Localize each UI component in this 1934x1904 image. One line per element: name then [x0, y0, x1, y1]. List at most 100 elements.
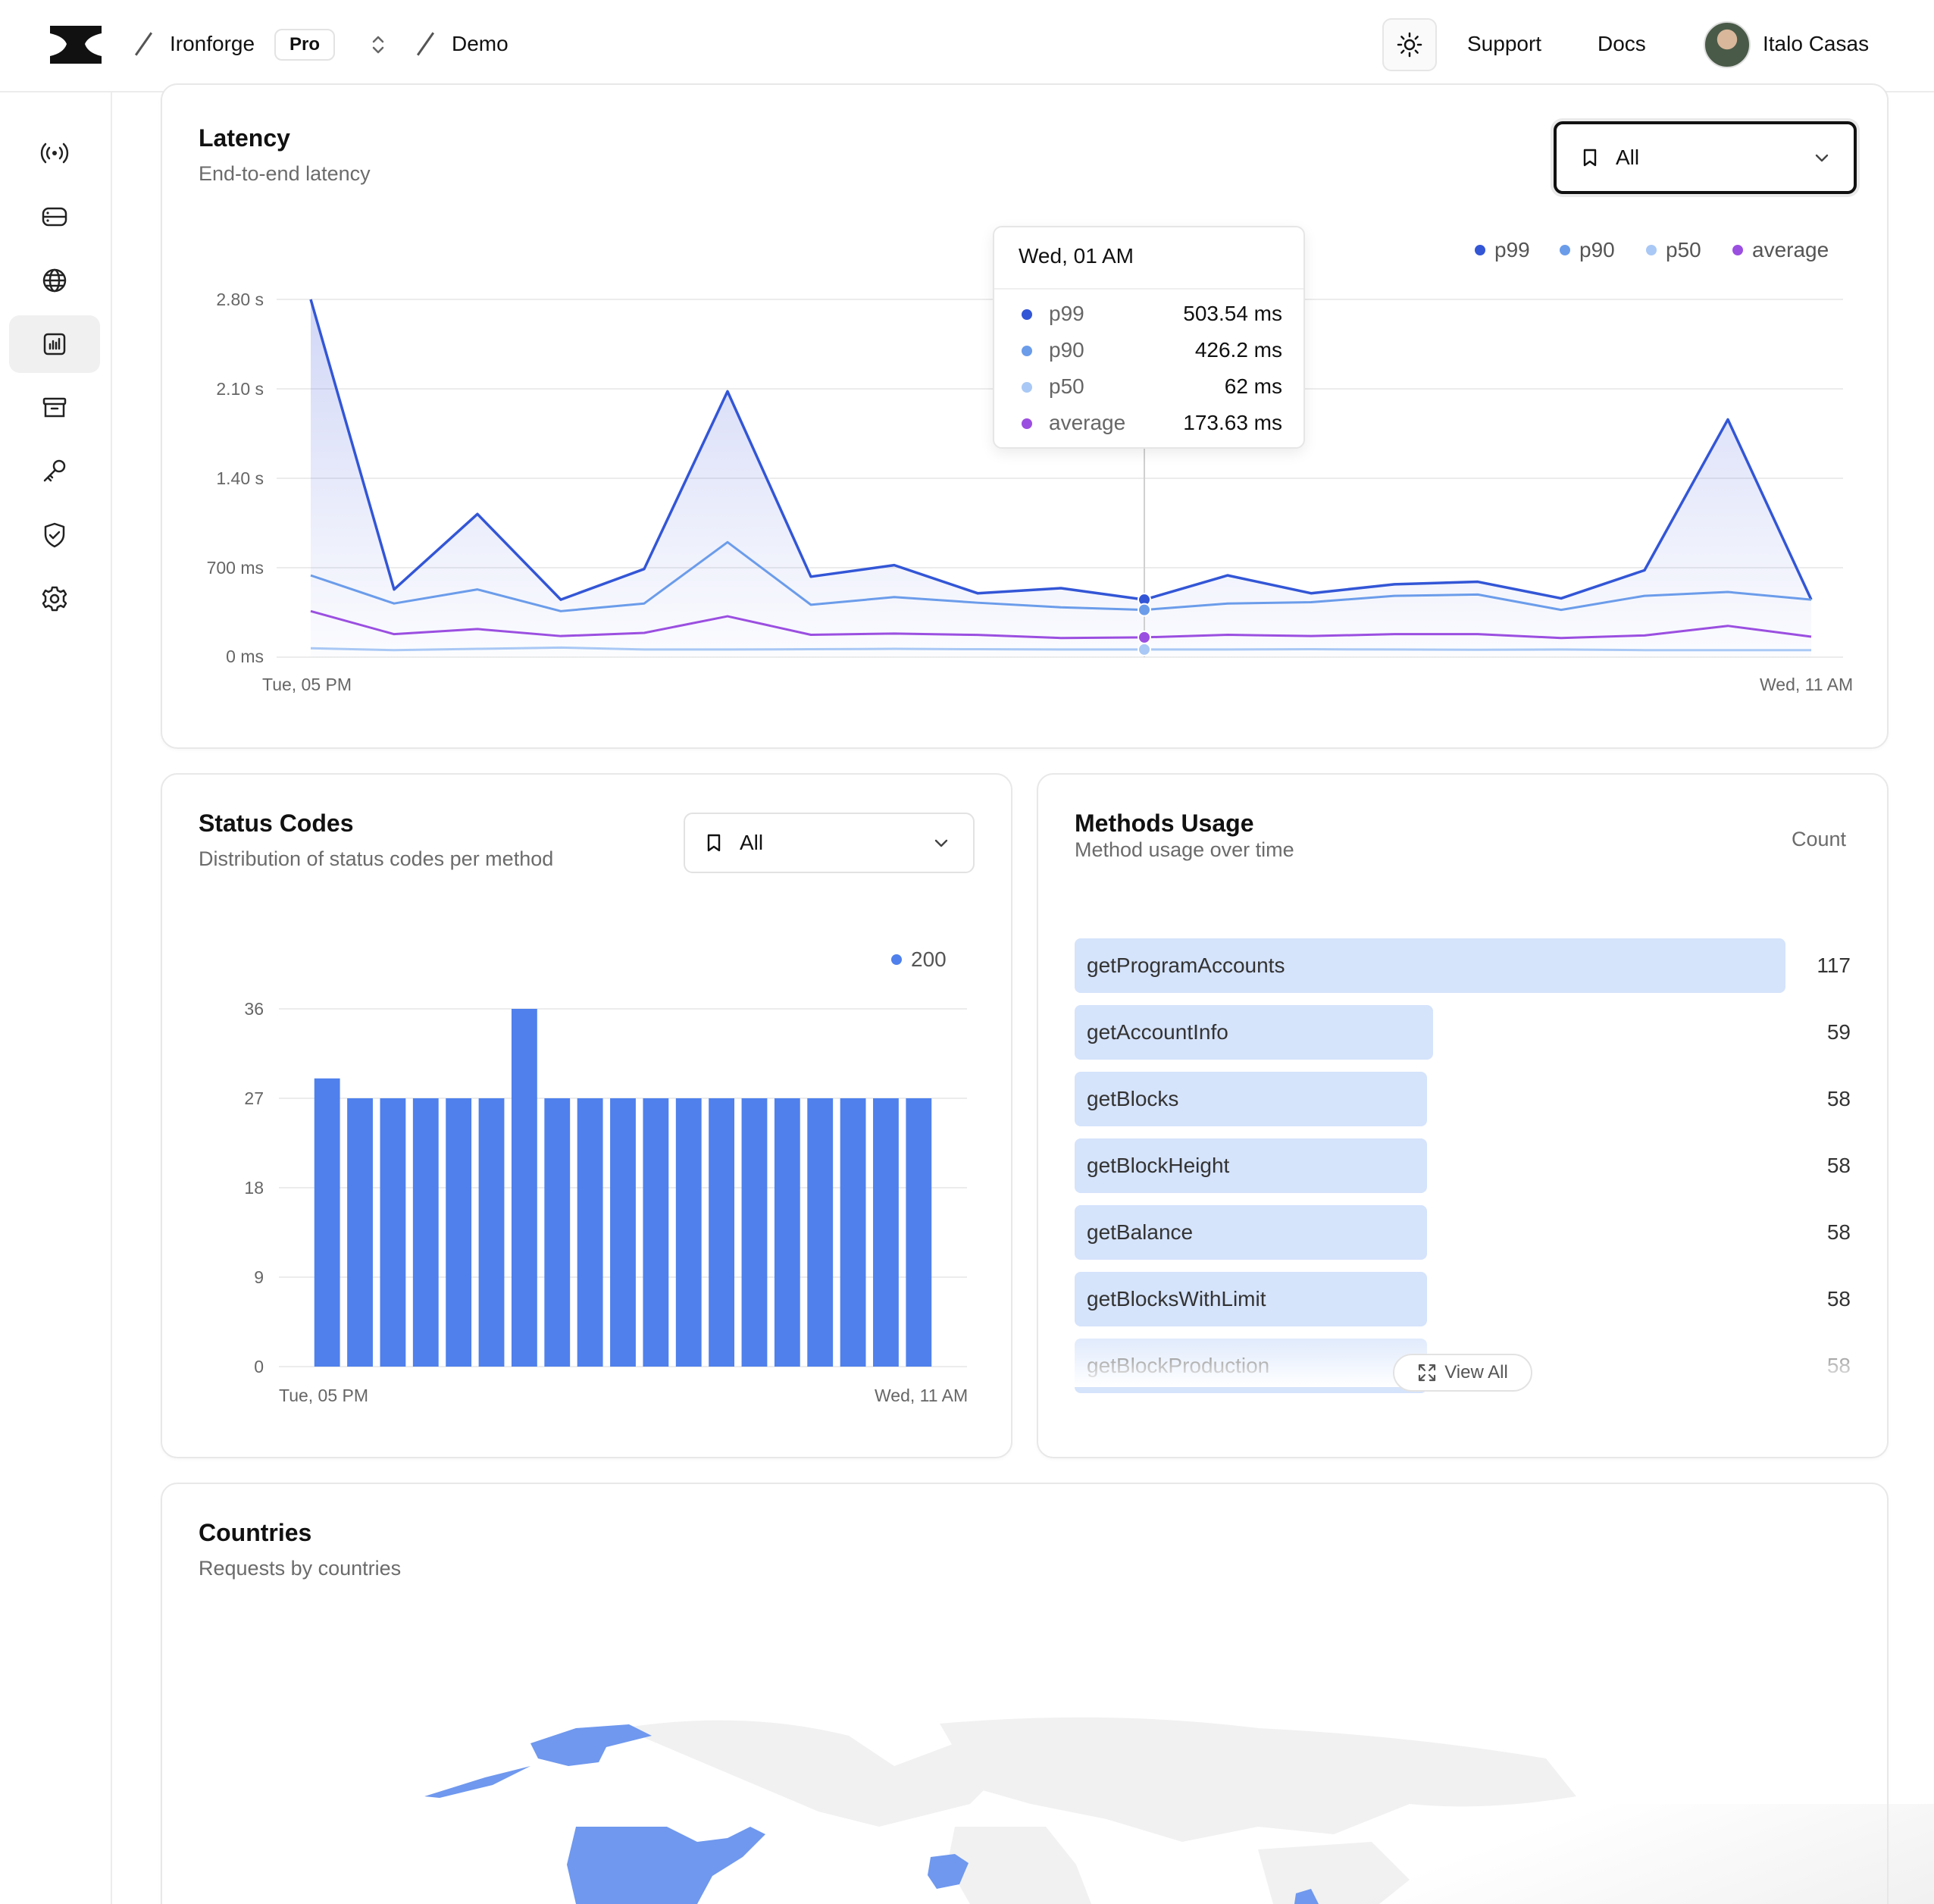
- bar: [347, 1098, 373, 1367]
- tooltip-series-value: 173.63 ms: [1183, 411, 1282, 434]
- sidebar-item-storage[interactable]: [9, 188, 100, 246]
- countries-subtitle: Requests by countries: [199, 1557, 402, 1580]
- map-region-eurasia: [940, 1717, 1576, 1842]
- method-usage-bar[interactable]: [1075, 1072, 1427, 1126]
- y-tick-label: 0: [254, 1357, 264, 1376]
- support-link[interactable]: Support: [1467, 32, 1542, 55]
- y-tick-label: 2.10 s: [216, 379, 264, 399]
- status-codes-chart: [279, 1008, 967, 1367]
- legend-200: 200: [891, 947, 947, 972]
- method-count: 117: [1817, 954, 1851, 977]
- globe-icon: [42, 268, 67, 293]
- legend-dot: [1475, 245, 1485, 255]
- sidebar-item-endpoints[interactable]: [9, 124, 100, 182]
- top-bar: Ironforge Pro Demo Support Docs Italo Ca…: [0, 0, 1934, 92]
- map-region-aleutians: [424, 1766, 530, 1798]
- method-usage-bar[interactable]: [1075, 1205, 1427, 1260]
- tooltip-dot: [1022, 346, 1032, 356]
- bookmark-icon: [1583, 149, 1597, 167]
- method-name: getBlockHeight: [1087, 1154, 1230, 1177]
- tooltip-series-name: p99: [1049, 302, 1084, 325]
- legend-dot: [1732, 245, 1743, 255]
- series-line-p50: [310, 646, 1811, 652]
- methods-usage-title: Methods Usage: [1075, 810, 1254, 837]
- x-tick-label: Tue, 05 PM: [279, 1386, 369, 1405]
- sidebar-item-security[interactable]: [9, 506, 100, 564]
- docs-link[interactable]: Docs: [1598, 32, 1646, 55]
- method-usage-bar[interactable]: [1075, 1272, 1427, 1326]
- view-all-button[interactable]: View All: [1393, 1354, 1532, 1392]
- bar: [906, 1098, 932, 1367]
- tooltip-dot: [1022, 309, 1032, 320]
- y-tick-label: 27: [244, 1088, 264, 1108]
- bar: [741, 1098, 768, 1367]
- status-codes-title: Status Codes: [199, 810, 354, 837]
- broadcast-icon: [40, 142, 69, 164]
- series-line-p99: [309, 299, 1813, 601]
- legend-label: p90: [1579, 238, 1615, 261]
- y-tick-label: 0 ms: [226, 647, 264, 666]
- chevron-down-icon: [1815, 154, 1829, 162]
- status-codes-subtitle: Distribution of status codes per method: [199, 847, 554, 870]
- bar: [807, 1098, 834, 1367]
- bar: [610, 1098, 636, 1367]
- latency-filter-select[interactable]: All: [1554, 121, 1857, 194]
- sidebar-item-analytics[interactable]: [9, 315, 100, 373]
- sidebar-item-archive[interactable]: [9, 379, 100, 437]
- switcher-chevrons-icon[interactable]: [370, 33, 386, 56]
- legend-label: p50: [1666, 238, 1701, 261]
- status-codes-filter-select[interactable]: All: [684, 813, 975, 873]
- shield-icon: [44, 522, 65, 548]
- latency-chart: [277, 296, 1843, 658]
- org-breadcrumb[interactable]: Ironforge: [170, 32, 255, 55]
- y-tick-label: 18: [244, 1178, 264, 1198]
- map-region-africa: [947, 1827, 1091, 1904]
- bar: [643, 1098, 669, 1367]
- count-column-header: Count: [1792, 828, 1847, 850]
- legend-label: average: [1752, 238, 1829, 261]
- tooltip-series-value: 426.2 ms: [1194, 338, 1282, 362]
- bar: [840, 1098, 866, 1367]
- legend-dot: [1646, 245, 1657, 255]
- bar: [709, 1098, 735, 1367]
- tooltip-row-p50: p50 62 ms: [1022, 371, 1282, 402]
- expand-icon: [1419, 1364, 1436, 1382]
- x-tick-label: Wed, 11 AM: [1760, 675, 1854, 694]
- analytics-icon: [43, 333, 66, 355]
- key-icon: [43, 459, 66, 482]
- y-tick-label: 700 ms: [206, 558, 264, 578]
- theme-toggle-button[interactable]: [1382, 18, 1437, 71]
- y-tick-label: 9: [254, 1267, 264, 1287]
- bar: [774, 1098, 800, 1367]
- bar: [314, 1078, 340, 1367]
- methods-usage-subtitle: Method usage over time: [1075, 838, 1294, 861]
- latency-filter-value: All: [1616, 146, 1640, 169]
- method-usage-bar[interactable]: [1075, 1005, 1433, 1060]
- project-breadcrumb[interactable]: Demo: [452, 32, 509, 55]
- latency-title: Latency: [199, 124, 290, 152]
- legend-dot: [891, 954, 902, 965]
- bar: [412, 1098, 439, 1367]
- method-count: 58: [1826, 1154, 1851, 1177]
- tooltip-dot: [1022, 382, 1032, 393]
- method-name: getAccountInfo: [1087, 1020, 1228, 1044]
- gear-icon: [42, 586, 67, 612]
- map-region-spain: [928, 1854, 969, 1889]
- bar: [873, 1098, 899, 1367]
- method-usage-bar[interactable]: [1075, 1138, 1427, 1193]
- tooltip-series-name: average: [1049, 411, 1126, 434]
- sidebar-item-settings[interactable]: [9, 570, 100, 628]
- y-tick-label: 1.40 s: [216, 468, 264, 488]
- tooltip-row-p90: p90 426.2 ms: [1022, 335, 1282, 365]
- sidebar-item-api-keys[interactable]: [9, 443, 100, 500]
- method-usage-bar[interactable]: [1075, 938, 1785, 993]
- archive-icon: [42, 397, 67, 418]
- avatar[interactable]: [1704, 21, 1751, 68]
- ironforge-logo[interactable]: [50, 26, 102, 64]
- legend-label: p99: [1494, 238, 1530, 261]
- sidebar-item-network[interactable]: [9, 252, 100, 309]
- hover-point-average: [1138, 630, 1151, 644]
- plan-badge: Pro: [274, 29, 335, 61]
- user-name[interactable]: Italo Casas: [1763, 32, 1870, 55]
- status-codes-filter-value: All: [740, 831, 764, 854]
